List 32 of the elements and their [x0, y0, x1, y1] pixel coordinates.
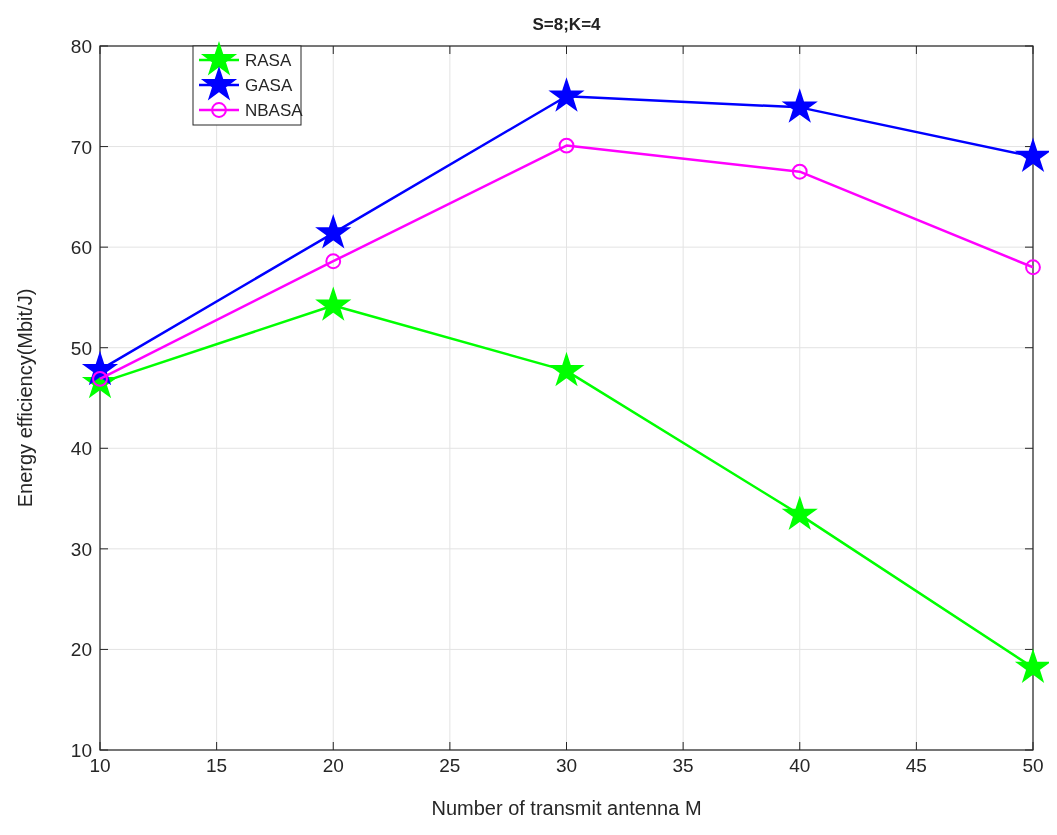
x-tick-label: 40	[789, 755, 811, 776]
x-axis-title: Number of transmit antenna M	[431, 797, 702, 819]
x-tick-label: 25	[439, 755, 461, 776]
y-tick-label: 50	[70, 337, 92, 359]
point	[550, 79, 583, 111]
x-tick-label: 10	[89, 755, 111, 776]
y-tick-label: 20	[70, 639, 92, 661]
legend-label: GASA	[245, 76, 293, 95]
x-tick-label: 50	[1022, 755, 1044, 776]
x-tick-label: 45	[905, 755, 927, 776]
chart-title: S=8;K=4	[532, 15, 602, 34]
point	[92, 371, 108, 387]
point	[550, 354, 583, 385]
point	[1016, 650, 1049, 682]
point	[558, 137, 575, 154]
y-tick-label: 10	[70, 740, 92, 761]
x-tick-label: 15	[206, 755, 228, 776]
y-tick-label: 30	[70, 538, 92, 560]
x-tick-label: 20	[322, 755, 344, 776]
legend-label: RASA	[245, 51, 292, 70]
point	[325, 253, 342, 270]
y-tick-label: 40	[70, 438, 92, 460]
point	[1025, 259, 1041, 276]
y-tick-label: 70	[70, 136, 92, 158]
x-tick-label: 35	[672, 755, 694, 776]
point	[791, 163, 808, 180]
point	[1016, 139, 1049, 171]
y-tick-label: 60	[70, 237, 92, 259]
x-tick-label: 30	[555, 755, 578, 776]
legend-label: NBASA	[245, 101, 304, 120]
y-tick-label: 80	[70, 36, 92, 57]
y-axis-title: Energy efficiency(Mbit/J)	[14, 288, 36, 508]
